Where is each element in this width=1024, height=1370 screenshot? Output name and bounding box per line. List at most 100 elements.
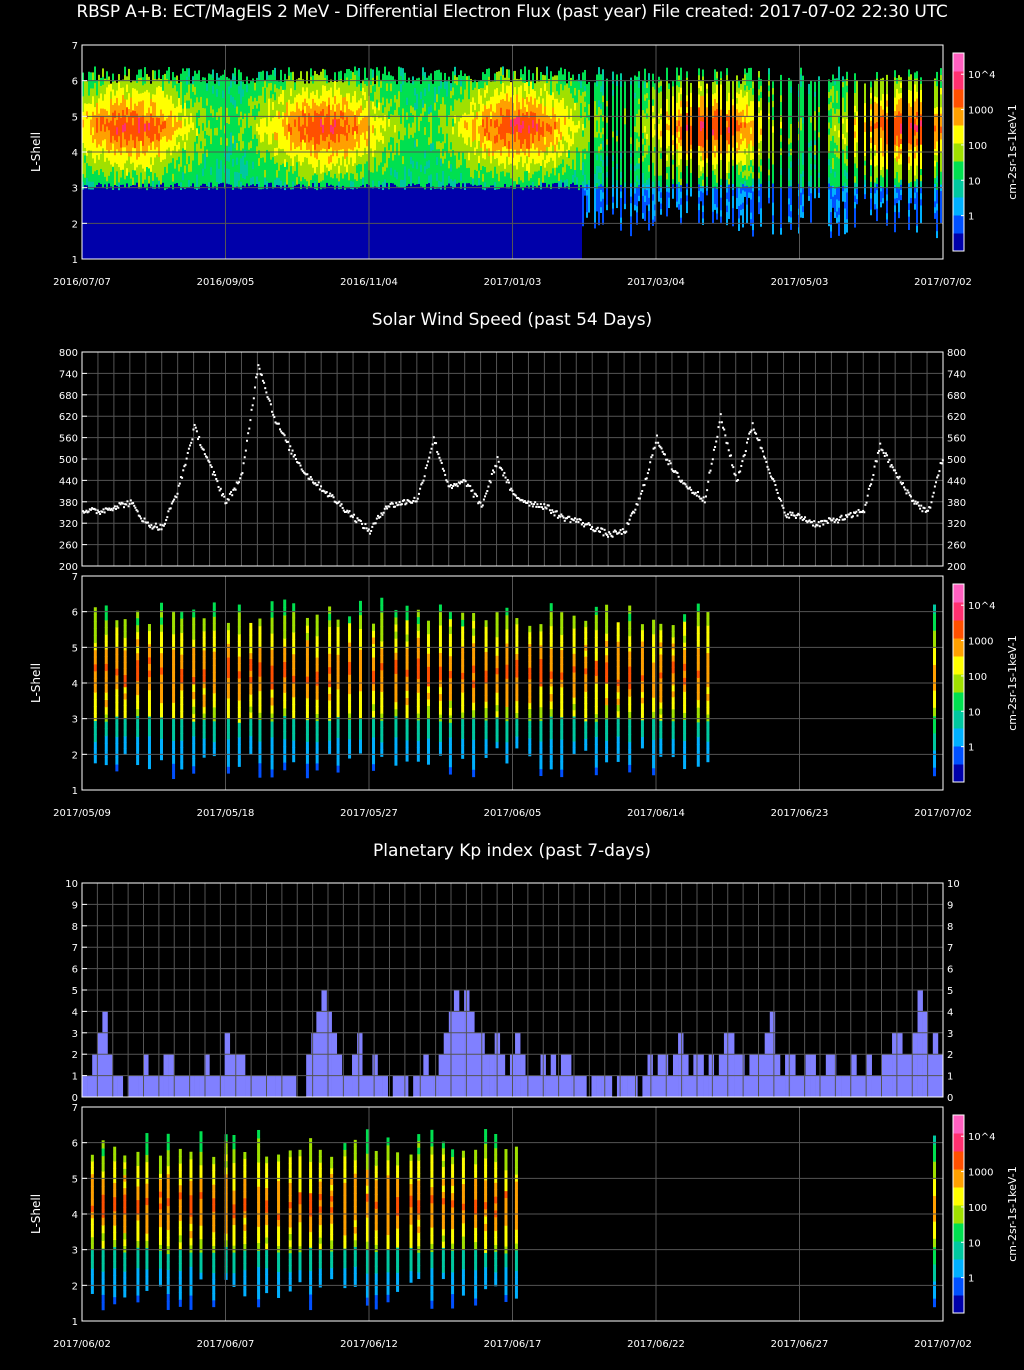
flux-cell <box>242 118 244 127</box>
flux-cell <box>412 182 414 192</box>
flux-cell <box>380 124 382 133</box>
flux-cell <box>300 196 302 205</box>
flux-cell <box>208 158 210 167</box>
flux-cell <box>138 195 140 205</box>
flux-cell <box>260 71 262 81</box>
flux-cell <box>450 185 452 194</box>
flux-cell <box>426 130 428 139</box>
flux-cell <box>166 117 168 127</box>
flux-cell <box>206 119 208 128</box>
flux-cell <box>482 251 484 260</box>
flux-cell <box>98 166 100 176</box>
flux-cell <box>228 213 230 222</box>
flux-cell <box>134 184 136 193</box>
flux-cell <box>104 176 106 185</box>
flux-cell <box>376 187 378 196</box>
flux-cell <box>434 211 436 221</box>
flux-cell <box>274 251 276 260</box>
flux-cell <box>428 197 430 207</box>
flux-cell <box>166 141 168 150</box>
flux-cell <box>438 195 440 205</box>
flux-cell <box>140 251 142 260</box>
flux-cell <box>270 97 272 106</box>
flux-cell <box>220 220 222 229</box>
flux-cell <box>434 204 436 213</box>
flux-cell <box>460 125 462 134</box>
flux-cell <box>208 212 210 221</box>
flux-cell <box>286 154 288 163</box>
flux-cell <box>188 211 190 220</box>
flux-cell <box>118 197 120 206</box>
flux-cell <box>350 141 352 150</box>
flux-cell <box>276 169 278 178</box>
flux-cell <box>154 251 156 260</box>
flux-cell <box>146 143 148 152</box>
flux-cell <box>190 244 192 253</box>
flux-cell <box>84 214 86 223</box>
flux-cell <box>414 169 416 178</box>
flux-cell <box>480 244 482 253</box>
flux-cell <box>130 111 132 120</box>
flux-cell <box>442 118 444 127</box>
flux-cell <box>96 162 98 171</box>
flux-cell <box>206 244 208 253</box>
flux-cell <box>288 107 290 116</box>
flux-cell <box>484 251 486 260</box>
flux-cell <box>234 227 236 236</box>
flux-cell <box>174 145 176 154</box>
flux-cell <box>304 229 306 238</box>
flux-cell <box>190 193 192 201</box>
flux-cell <box>322 203 324 212</box>
flux-cell <box>160 221 162 230</box>
flux-cell <box>180 212 182 221</box>
flux-cell <box>170 110 172 119</box>
flux-cell <box>184 180 186 190</box>
flux-cell <box>404 196 406 206</box>
flux-cell <box>156 169 158 178</box>
flux-cell <box>244 127 246 136</box>
flux-cell <box>210 89 212 98</box>
flux-cell <box>130 82 132 91</box>
flux-cell <box>328 244 330 253</box>
flux-cell <box>136 128 138 137</box>
flux-cell <box>244 186 246 194</box>
flux-cell <box>234 83 236 93</box>
flux-cell <box>290 157 292 167</box>
flux-cell <box>210 120 212 129</box>
flux-cell <box>170 221 172 230</box>
flux-cell <box>236 106 238 114</box>
flux-cell <box>402 235 404 244</box>
flux-cell <box>234 251 236 260</box>
flux-cell <box>148 137 150 146</box>
flux-cell <box>110 149 112 158</box>
flux-cell <box>348 171 350 181</box>
flux-cell <box>324 93 326 102</box>
flux-cell <box>120 251 122 260</box>
flux-cell <box>432 237 434 245</box>
flux-cell <box>454 82 456 92</box>
flux-cell <box>432 112 434 121</box>
flux-cell <box>372 101 374 110</box>
flux-cell <box>202 190 204 199</box>
flux-cell <box>232 173 234 183</box>
flux-cell <box>484 220 486 229</box>
flux-cell <box>414 147 416 156</box>
flux-cell <box>418 221 420 230</box>
flux-cell <box>278 229 280 238</box>
flux-cell <box>318 228 320 237</box>
flux-cell <box>106 71 108 80</box>
flux-cell <box>282 126 284 135</box>
flux-cell <box>476 163 478 172</box>
flux-cell <box>358 163 360 172</box>
flux-cell <box>188 123 190 133</box>
flux-cell <box>122 176 124 185</box>
flux-cell <box>112 243 114 252</box>
flux-cell <box>414 102 416 111</box>
flux-cell <box>92 220 94 229</box>
flux-cell <box>338 79 340 88</box>
flux-cell <box>198 117 200 126</box>
flux-cell <box>88 118 90 127</box>
flux-cell <box>346 243 348 252</box>
flux-cell <box>294 251 296 260</box>
flux-cell <box>100 251 102 260</box>
